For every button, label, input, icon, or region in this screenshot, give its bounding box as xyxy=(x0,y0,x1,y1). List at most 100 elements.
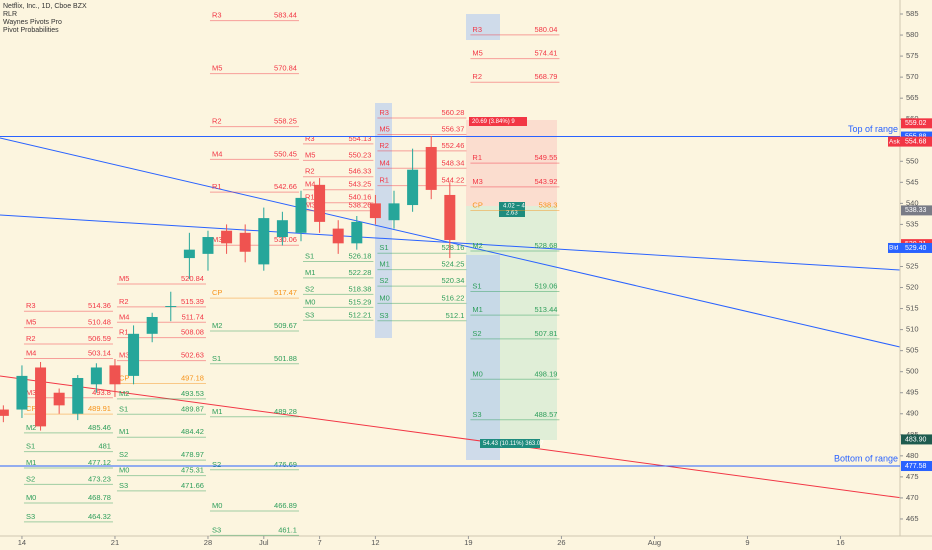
price-tag xyxy=(901,205,932,216)
price-tag-label: 538.33 xyxy=(905,207,927,214)
candle-body xyxy=(221,230,233,244)
y-tick-label: 575 xyxy=(906,51,919,60)
y-tick-label: 580 xyxy=(906,30,919,39)
x-tick-label: 26 xyxy=(557,538,565,547)
candle-body xyxy=(109,365,121,385)
probability-box xyxy=(375,103,392,338)
pivot-value: 528.68 xyxy=(534,241,557,250)
candle-body xyxy=(53,392,65,406)
pivot-name: S2 xyxy=(119,450,128,459)
candle-body xyxy=(202,237,214,254)
pivot-name: R2 xyxy=(119,297,129,306)
pivot-value: 512.1 xyxy=(446,311,465,320)
y-tick-label: 545 xyxy=(906,177,919,186)
range-label: Bottom of range xyxy=(834,453,898,463)
annotation: 20.69 (3.84%) 9 xyxy=(472,119,515,125)
pivot-value: 506.59 xyxy=(88,334,111,343)
pivot-value: 509.67 xyxy=(274,321,297,330)
pivot-name: R2 xyxy=(26,334,36,343)
pivot-value: 530.06 xyxy=(274,235,297,244)
x-tick-label: 9 xyxy=(745,538,749,547)
pivot-value: 580.04 xyxy=(534,25,557,34)
pivot-name: M4 xyxy=(212,149,222,158)
pivot-value: 517.47 xyxy=(274,288,297,297)
pivot-name: M4 xyxy=(26,348,36,357)
annotation: 54.43 (10.11%) 363.07 xyxy=(483,441,544,447)
pivot-value: 485.46 xyxy=(88,423,111,432)
pivot-value: 520.84 xyxy=(181,274,204,283)
annotation: 2.63 xyxy=(506,211,518,217)
candle-body xyxy=(314,184,326,222)
pivot-name: M3 xyxy=(305,201,315,210)
pivot-value: 481 xyxy=(98,442,111,451)
pivot-name: CP xyxy=(212,288,222,297)
pivot-value: 528.16 xyxy=(441,243,464,252)
annotation-box xyxy=(499,202,525,217)
pivot-name: R2 xyxy=(212,117,222,126)
pivot-value: 548.34 xyxy=(441,158,464,167)
candle-body xyxy=(425,146,437,190)
candle-body xyxy=(146,316,158,334)
x-tick-label: 7 xyxy=(318,538,322,547)
pivot-value: 526.18 xyxy=(348,252,371,261)
pivot-value: 501.88 xyxy=(274,354,297,363)
indicator: RLR xyxy=(3,11,17,18)
pivot-value: 544.22 xyxy=(441,176,464,185)
pivot-value: 570.84 xyxy=(274,64,297,73)
pivot-value: 550.23 xyxy=(348,150,371,159)
price-tag xyxy=(901,136,932,147)
pivot-value: 477.12 xyxy=(88,458,111,467)
x-tick-label: Aug xyxy=(648,538,661,547)
y-tick-label: 490 xyxy=(906,409,919,418)
y-tick-label: 495 xyxy=(906,388,919,397)
pivot-value: 554.13 xyxy=(348,134,371,143)
candle-body xyxy=(276,220,288,238)
pivot-value: 513.44 xyxy=(534,305,557,314)
trend-line xyxy=(0,375,900,499)
y-tick-label: 475 xyxy=(906,472,919,481)
pivot-name: R1 xyxy=(119,328,129,337)
probability-box xyxy=(466,14,500,40)
pivot-value: 476.69 xyxy=(274,460,297,469)
pivot-name: R1 xyxy=(212,182,222,191)
pivot-name: M4 xyxy=(379,158,389,167)
candle-body xyxy=(388,203,400,221)
pivot-name: M1 xyxy=(472,305,482,314)
pivot-name: M3 xyxy=(119,351,129,360)
candle-body xyxy=(351,221,363,244)
pivot-name: M0 xyxy=(119,466,129,475)
candle-body xyxy=(239,232,251,252)
pivot-value: 498.19 xyxy=(534,369,557,378)
pivot-name: S3 xyxy=(472,410,481,419)
pivot-name: CP xyxy=(472,201,482,210)
candle-body xyxy=(72,377,84,414)
candle-body xyxy=(407,169,419,206)
pivot-value: 552.46 xyxy=(441,141,464,150)
candle-body xyxy=(295,197,307,233)
pivot-name: R3 xyxy=(472,25,482,34)
candle-body xyxy=(35,367,47,427)
pivot-name: S2 xyxy=(212,460,221,469)
pivot-name: M5 xyxy=(26,318,36,327)
pivot-value: 489.87 xyxy=(181,404,204,413)
pivot-name: M2 xyxy=(119,389,129,398)
pivot-value: 488.57 xyxy=(534,410,557,419)
pivot-value: 516.22 xyxy=(441,293,464,302)
pivot-name: S1 xyxy=(305,252,314,261)
pivot-name: M2 xyxy=(212,321,222,330)
pivot-value: 475.31 xyxy=(181,466,204,475)
pivot-name: R2 xyxy=(472,72,482,81)
annotation: 4.02 ~ 4 xyxy=(503,204,526,210)
indicator: Pivot Probabilities xyxy=(3,27,59,34)
pivot-name: S1 xyxy=(212,354,221,363)
y-tick-label: 540 xyxy=(906,198,919,207)
candle-body xyxy=(258,218,270,265)
pivot-name: S1 xyxy=(379,243,388,252)
pivot-value: 497.18 xyxy=(181,374,204,383)
plot-area: R3 514.36 M5 510.48 R2 506.59 M4 503.14 M3 493.8 C… xyxy=(0,11,900,536)
pivot-value: 508.08 xyxy=(181,328,204,337)
upper-zone xyxy=(466,120,557,206)
pivot-value: 583.44 xyxy=(274,11,297,20)
pivot-value: 478.97 xyxy=(181,450,204,459)
